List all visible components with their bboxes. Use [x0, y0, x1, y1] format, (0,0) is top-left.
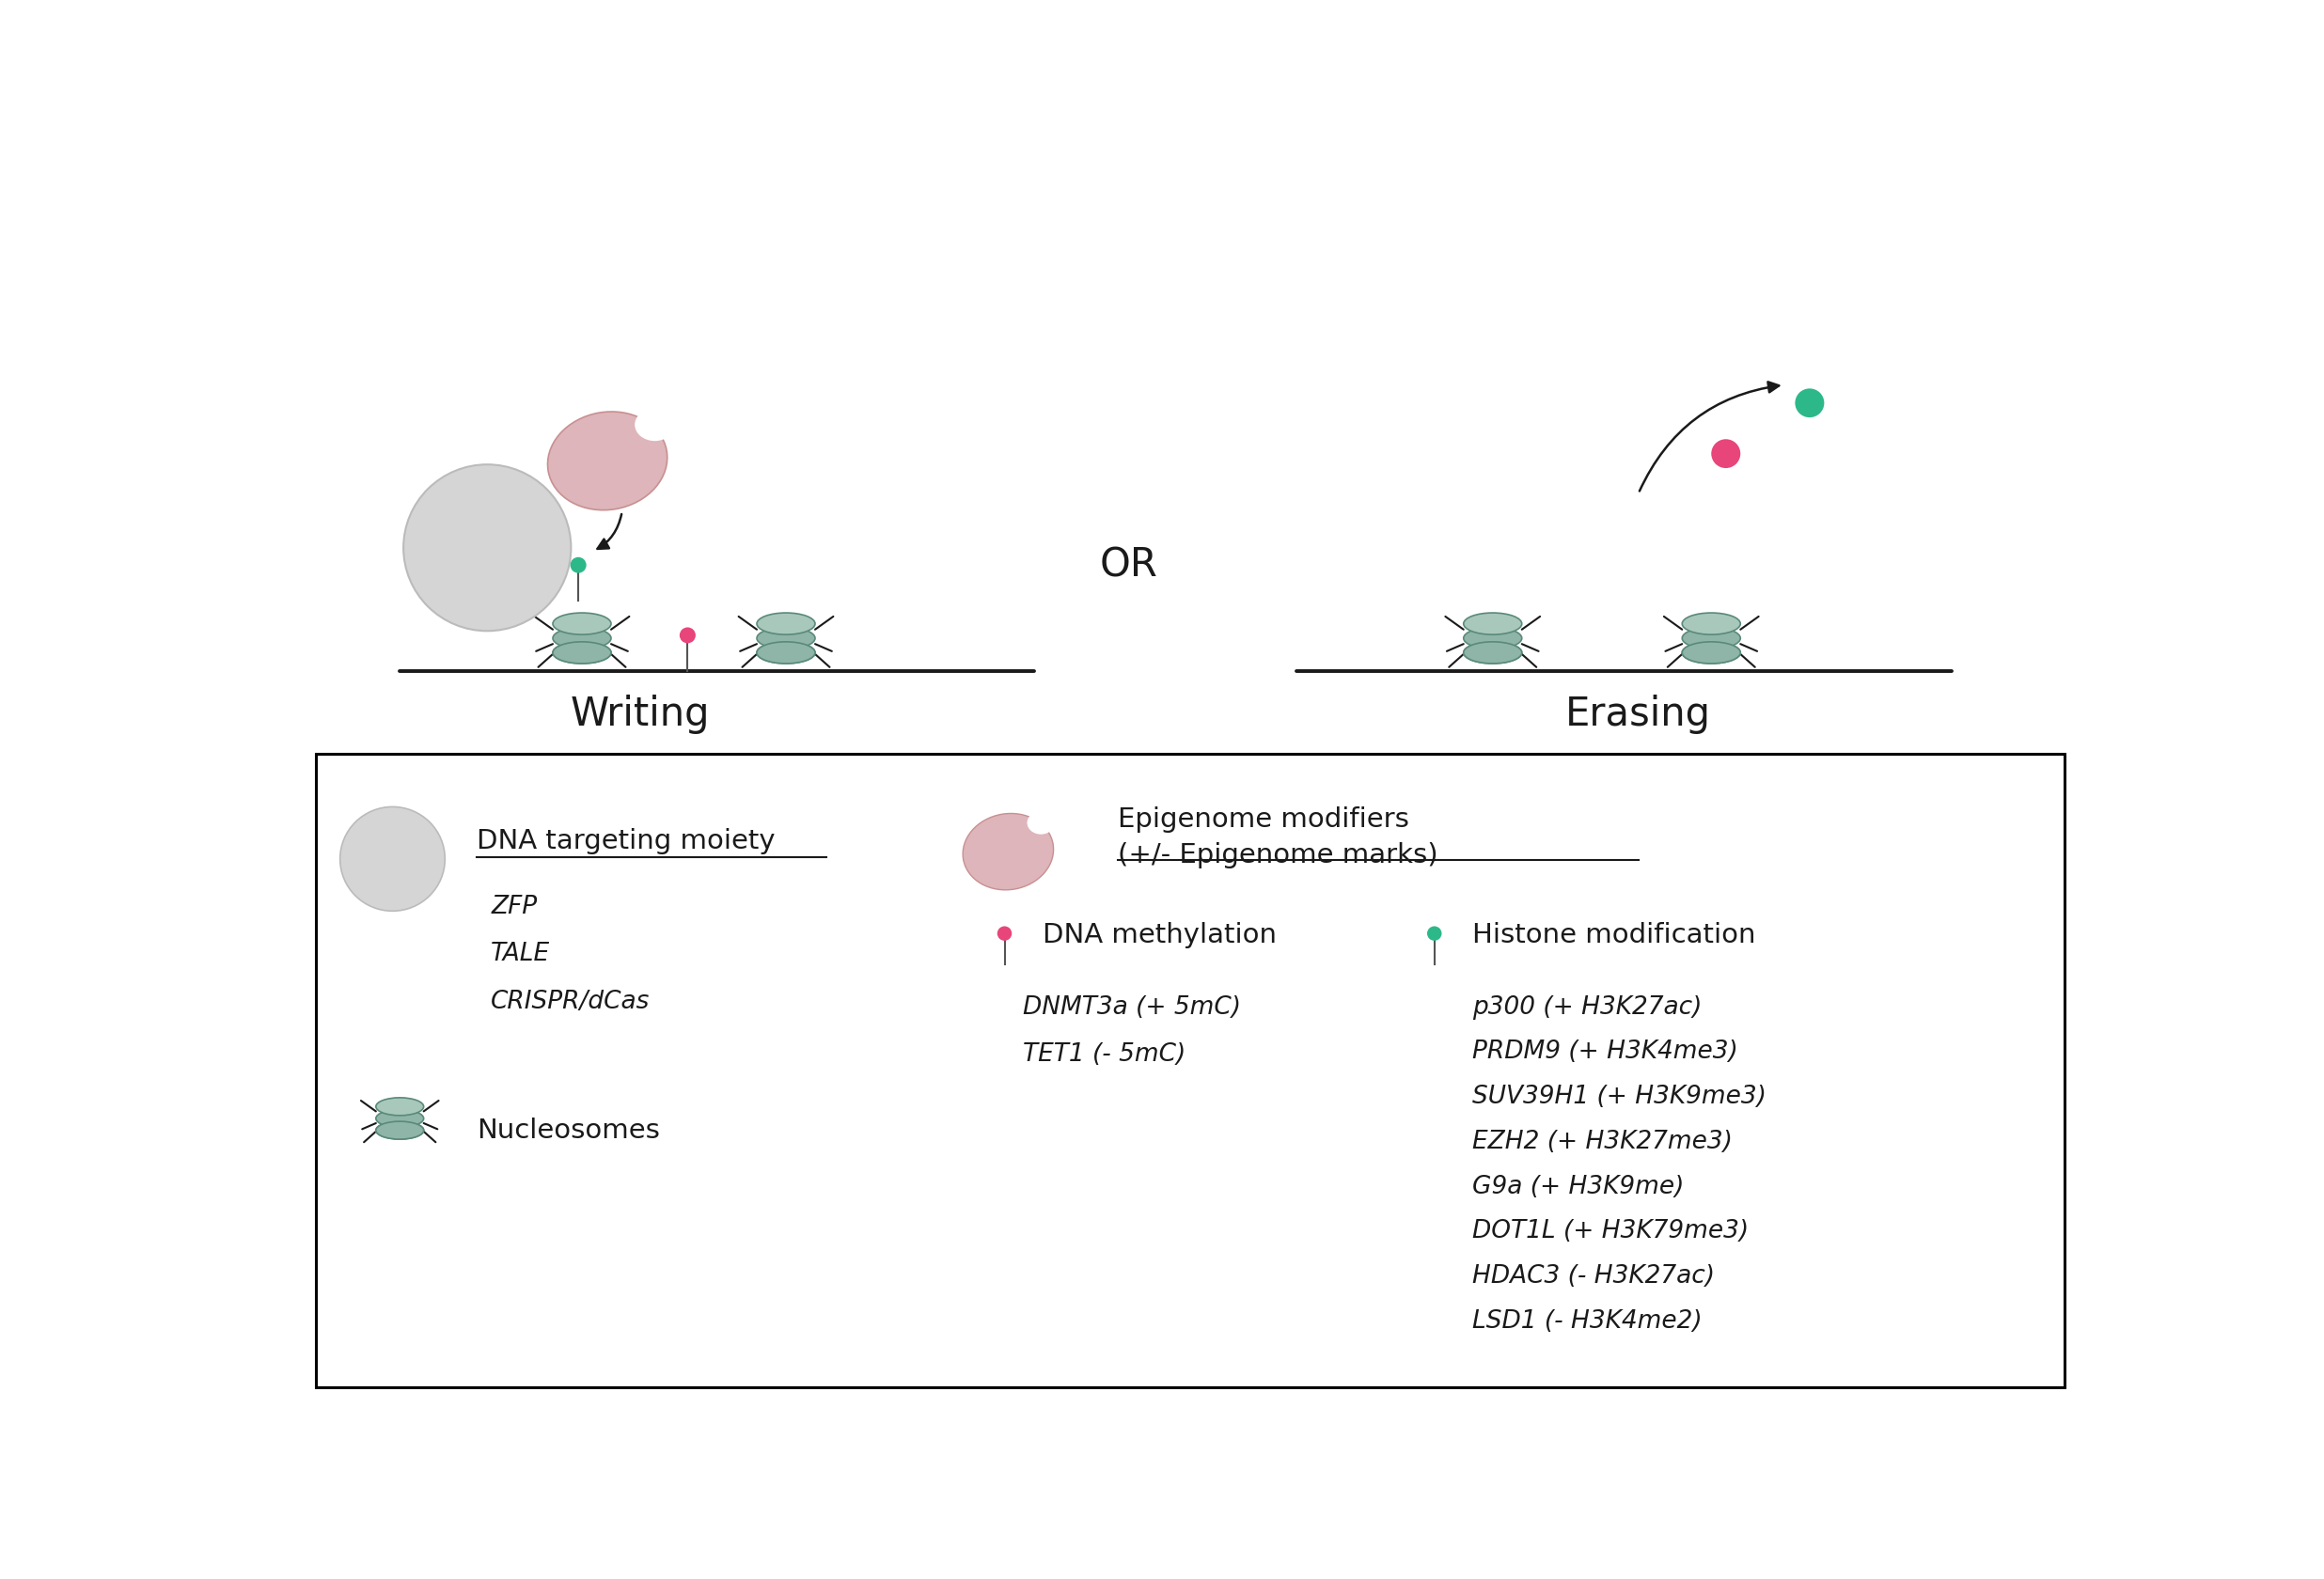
Text: LSD1 (- H3K4me2): LSD1 (- H3K4me2): [1473, 1309, 1701, 1334]
Text: p300 (+ H3K27ac): p300 (+ H3K27ac): [1473, 995, 1701, 1020]
Ellipse shape: [634, 409, 674, 441]
Ellipse shape: [1464, 641, 1522, 663]
Text: OR: OR: [1099, 546, 1157, 586]
Text: CRISPR/dCas: CRISPR/dCas: [490, 990, 651, 1014]
Text: Erasing: Erasing: [1566, 695, 1710, 734]
Ellipse shape: [758, 627, 816, 649]
Circle shape: [679, 627, 695, 643]
Text: EZH2 (+ H3K27me3): EZH2 (+ H3K27me3): [1473, 1129, 1734, 1154]
Circle shape: [1794, 388, 1824, 417]
Text: G9a (+ H3K9me): G9a (+ H3K9me): [1473, 1175, 1685, 1198]
Text: PRDM9 (+ H3K4me3): PRDM9 (+ H3K4me3): [1473, 1041, 1738, 1064]
Circle shape: [1427, 927, 1441, 941]
Ellipse shape: [376, 1097, 423, 1115]
Text: HDAC3 (- H3K27ac): HDAC3 (- H3K27ac): [1473, 1265, 1715, 1288]
FancyBboxPatch shape: [316, 753, 2064, 1388]
Ellipse shape: [1683, 627, 1741, 649]
Text: ZFP: ZFP: [490, 895, 537, 919]
Circle shape: [339, 807, 444, 911]
Ellipse shape: [1464, 627, 1522, 649]
Text: DNA methylation: DNA methylation: [1043, 922, 1276, 947]
Text: DOT1L (+ H3K79me3): DOT1L (+ H3K79me3): [1473, 1219, 1748, 1244]
Ellipse shape: [553, 613, 611, 635]
Ellipse shape: [553, 641, 611, 663]
Text: Histone modification: Histone modification: [1473, 922, 1755, 947]
Circle shape: [997, 927, 1011, 941]
Ellipse shape: [1683, 613, 1741, 635]
Ellipse shape: [553, 641, 611, 663]
Ellipse shape: [376, 1110, 423, 1127]
Text: Epigenome modifiers
(+/- Epigenome marks): Epigenome modifiers (+/- Epigenome marks…: [1118, 807, 1439, 868]
Ellipse shape: [758, 641, 816, 663]
Text: DNMT3a (+ 5mC): DNMT3a (+ 5mC): [1023, 995, 1241, 1020]
Circle shape: [569, 557, 586, 573]
Ellipse shape: [1464, 613, 1522, 635]
Circle shape: [1710, 439, 1741, 467]
Text: Writing: Writing: [569, 695, 711, 734]
Text: DNA targeting moiety: DNA targeting moiety: [476, 827, 774, 854]
Text: SUV39H1 (+ H3K9me3): SUV39H1 (+ H3K9me3): [1473, 1085, 1766, 1108]
Text: TET1 (- 5mC): TET1 (- 5mC): [1023, 1042, 1185, 1066]
Text: TALE: TALE: [490, 943, 551, 966]
Ellipse shape: [962, 813, 1053, 891]
Ellipse shape: [1683, 641, 1741, 663]
Ellipse shape: [1683, 641, 1741, 663]
Ellipse shape: [548, 412, 667, 510]
Ellipse shape: [1464, 641, 1522, 663]
Ellipse shape: [758, 613, 816, 635]
Ellipse shape: [376, 1121, 423, 1138]
Ellipse shape: [758, 641, 816, 663]
Ellipse shape: [553, 627, 611, 649]
Ellipse shape: [376, 1121, 423, 1138]
Text: Nucleosomes: Nucleosomes: [476, 1118, 660, 1143]
Circle shape: [404, 464, 572, 632]
Ellipse shape: [1027, 812, 1055, 834]
